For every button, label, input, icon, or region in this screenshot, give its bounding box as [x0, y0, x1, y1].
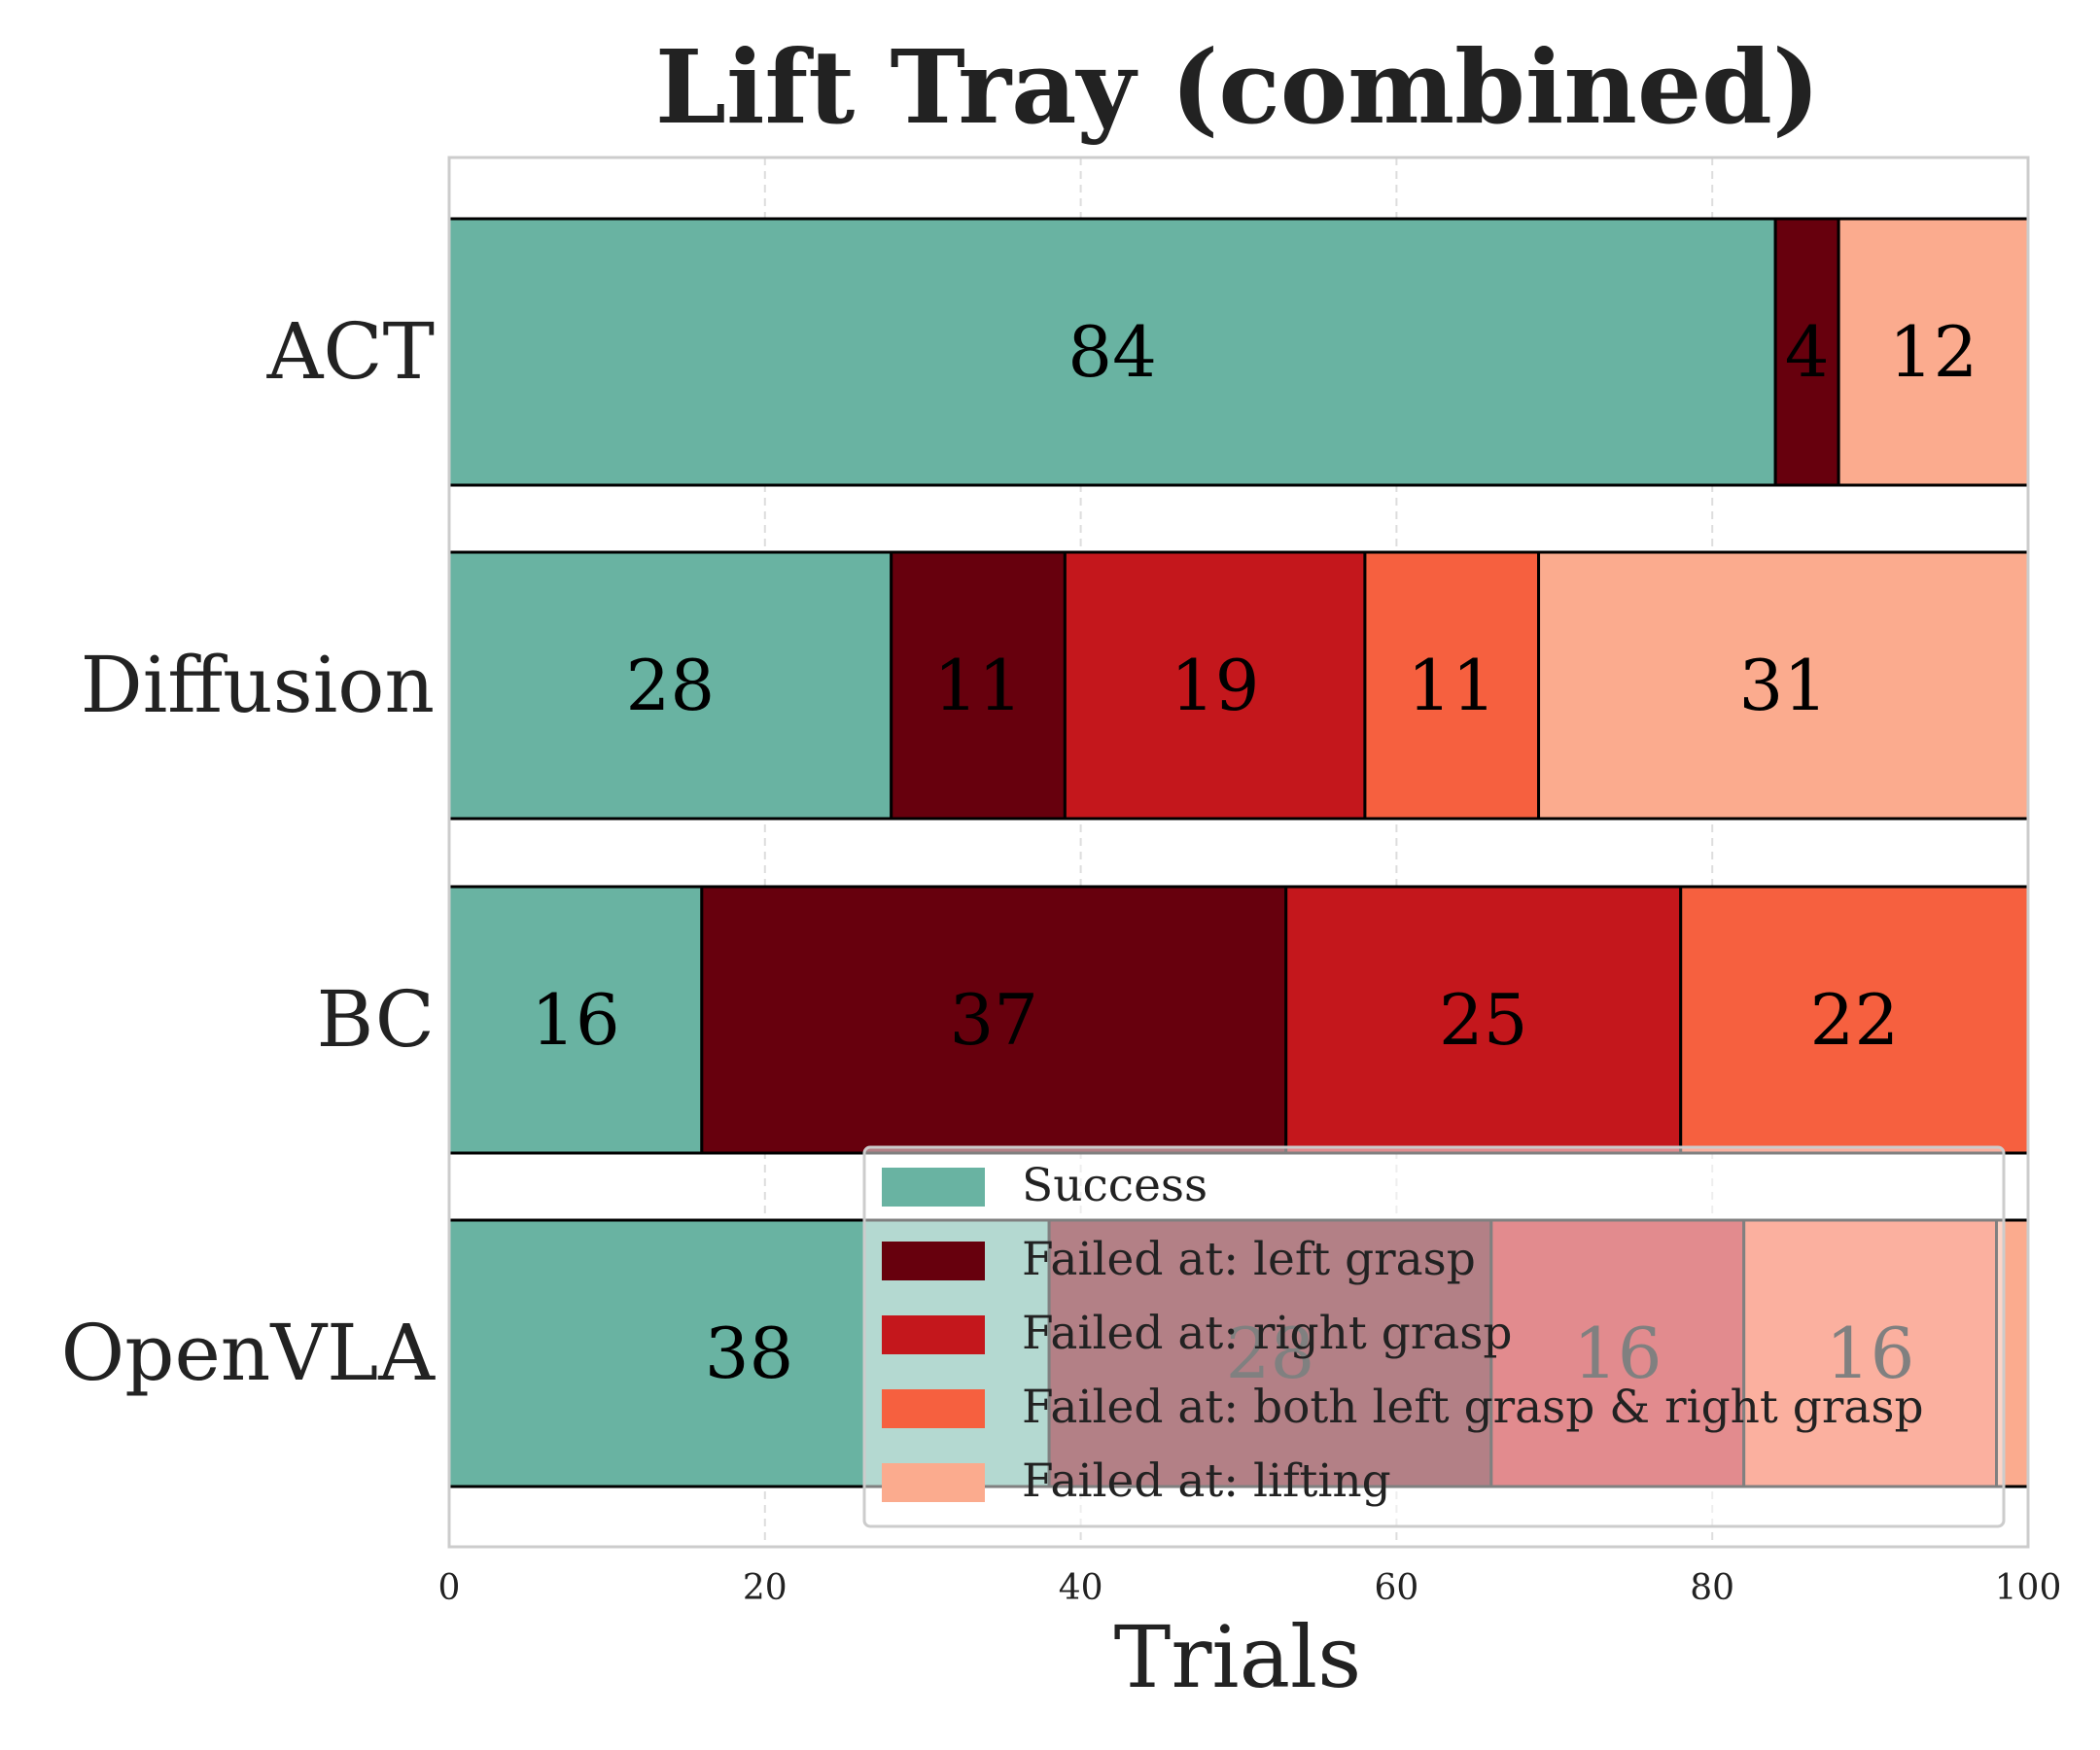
bar-segment	[1679, 885, 2030, 1155]
bar-segment	[1063, 550, 1367, 821]
bar-segment	[1284, 885, 1683, 1155]
bar-segment	[1537, 550, 2030, 821]
x-tick-label: 60	[1374, 1568, 1418, 1608]
category-label: ACT	[266, 306, 435, 397]
chart-title: Lift Tray (combined)	[655, 27, 1820, 147]
x-tick-label: 0	[438, 1568, 461, 1608]
data-label: 22	[1810, 979, 1900, 1061]
data-label: 11	[1407, 645, 1496, 726]
data-label: 31	[1738, 645, 1828, 726]
x-tick-label: 100	[1995, 1568, 2062, 1608]
x-axis-title: Trials	[1114, 1607, 1362, 1707]
legend-label: Failed at: left grasp	[1022, 1233, 1476, 1286]
x-tick-label: 20	[743, 1568, 788, 1608]
data-label: 12	[1889, 311, 1978, 393]
data-label: 25	[1439, 979, 1528, 1061]
bar-segment	[1363, 550, 1541, 821]
plot-frame	[447, 156, 2030, 1549]
category-labels: ACT Diffusion BC OpenVLA	[61, 306, 437, 1398]
data-label: 84	[1068, 311, 1157, 393]
x-tick-label: 40	[1059, 1568, 1103, 1608]
bar-segment	[890, 550, 1067, 821]
bar-segment	[447, 217, 1777, 487]
legend-swatch	[882, 1463, 985, 1502]
legend-label: Failed at: both left grasp & right grasp	[1022, 1381, 1924, 1434]
data-label: 38	[705, 1312, 794, 1394]
legend-swatch	[882, 1389, 985, 1428]
data-label: 4	[1785, 311, 1830, 393]
bar-segment	[1837, 217, 2030, 487]
bar-segment	[700, 885, 1288, 1155]
category-label: BC	[317, 974, 435, 1065]
legend-swatch	[882, 1242, 985, 1280]
category-label: OpenVLA	[61, 1308, 437, 1398]
x-tick-label: 80	[1690, 1568, 1734, 1608]
data-label: 16	[531, 979, 620, 1061]
legend-label: Success	[1022, 1159, 1208, 1212]
x-tick-labels: 0 20 40 60 80 100	[438, 1568, 2062, 1608]
bar-segment	[447, 885, 704, 1155]
legend-label: Failed at: lifting	[1022, 1454, 1391, 1508]
legend-box	[862, 1145, 2006, 1528]
legend-swatch	[882, 1168, 985, 1207]
data-label: 11	[933, 645, 1023, 726]
data-label: 37	[949, 979, 1038, 1061]
data-label: 19	[1171, 645, 1260, 726]
category-label: Diffusion	[81, 640, 435, 730]
legend-label: Failed at: right grasp	[1022, 1307, 1513, 1360]
legend: Success Failed at: left grasp Failed at: r…	[862, 1145, 2006, 1528]
data-label: 28	[626, 645, 716, 726]
legend-swatch	[882, 1315, 985, 1354]
bar-segment	[1773, 217, 1840, 487]
bar-segment	[447, 550, 893, 821]
